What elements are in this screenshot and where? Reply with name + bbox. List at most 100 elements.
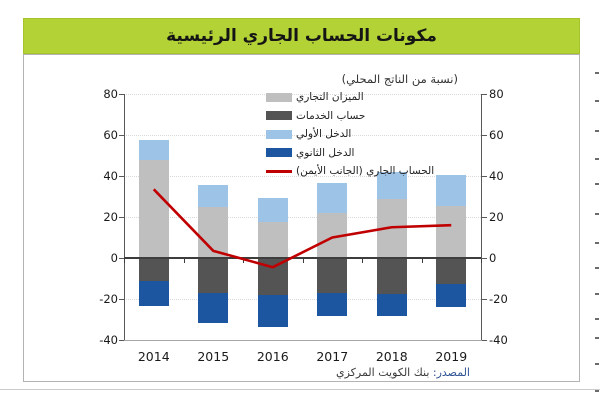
grid-line bbox=[124, 217, 481, 218]
y-axis-tick-left bbox=[119, 217, 124, 218]
edge-artifact-mark bbox=[595, 213, 599, 215]
y-axis-label-left: 80 bbox=[103, 87, 118, 101]
source-note: المصدر: بنك الكويت المركزي bbox=[270, 366, 470, 382]
bar-segment bbox=[317, 258, 348, 293]
grid-line bbox=[124, 299, 481, 300]
legend-swatch-icon bbox=[266, 111, 292, 121]
y-axis-label-left: 20 bbox=[103, 210, 118, 224]
source-label: المصدر: bbox=[432, 366, 470, 379]
chart-subtitle: (نسبة من الناتج المحلي) bbox=[341, 72, 458, 86]
bar-segment bbox=[436, 205, 467, 258]
bar-segment bbox=[436, 258, 467, 284]
chart-title: مكونات الحساب الجاري الرئيسية bbox=[166, 26, 437, 46]
legend-row: الحساب الجاري (الجانب الأيمن) bbox=[266, 162, 434, 181]
legend-label: الدخل الثانوي bbox=[296, 146, 355, 159]
legend-swatch-icon bbox=[266, 148, 292, 158]
edge-artifact-mark bbox=[595, 390, 599, 392]
edge-artifact-mark bbox=[595, 267, 599, 269]
legend-label: حساب الخدمات bbox=[296, 109, 366, 122]
legend-swatch-icon bbox=[266, 129, 292, 139]
x-axis-year-label: 2016 bbox=[256, 349, 289, 364]
y-axis-label-right: 80 bbox=[489, 87, 504, 101]
x-axis-year-label: 2015 bbox=[197, 349, 230, 364]
bar-segment bbox=[436, 174, 467, 206]
x-axis-year-label: 2018 bbox=[375, 349, 408, 364]
bar-segment bbox=[317, 212, 348, 258]
y-axis-label-left: 0 bbox=[110, 251, 118, 265]
legend-row: الدخل الثانوي bbox=[266, 144, 434, 163]
bar-segment bbox=[257, 258, 288, 295]
bar-segment bbox=[376, 293, 407, 317]
bar-segment bbox=[138, 280, 169, 307]
bar-segment bbox=[138, 159, 169, 258]
y-axis-tick-left bbox=[119, 94, 124, 95]
y-axis-label-right: 40 bbox=[489, 169, 504, 183]
y-axis-label-left: -40 bbox=[99, 333, 118, 347]
y-axis-label-right: 0 bbox=[489, 251, 497, 265]
bar-segment bbox=[198, 185, 229, 207]
y-axis-tick-right bbox=[482, 299, 487, 300]
edge-artifact-mark bbox=[595, 72, 599, 74]
y-axis-tick-right bbox=[482, 340, 487, 341]
edge-artifact-mark bbox=[595, 363, 599, 365]
y-axis-tick-right bbox=[482, 176, 487, 177]
category-tick bbox=[421, 259, 423, 263]
edge-artifact-mark bbox=[595, 242, 599, 244]
bar-segment bbox=[376, 198, 407, 258]
edge-artifact-mark bbox=[595, 318, 599, 320]
grid-line bbox=[124, 94, 481, 95]
x-axis-year-label: 2019 bbox=[435, 349, 468, 364]
legend-label: الدخل الأولي bbox=[296, 128, 352, 141]
bar-segment bbox=[198, 258, 229, 293]
y-axis-label-left: 40 bbox=[103, 169, 118, 183]
y-axis-tick-right bbox=[482, 94, 487, 95]
grid-line bbox=[124, 176, 481, 177]
bar-segment bbox=[257, 222, 288, 258]
bar-segment bbox=[198, 292, 229, 323]
category-tick bbox=[481, 259, 482, 263]
y-axis-label-right: -40 bbox=[489, 333, 508, 347]
edge-artifact-mark bbox=[595, 130, 599, 132]
legend-row: الميزان التجاري bbox=[266, 88, 434, 107]
chart-title-bar: مكونات الحساب الجاري الرئيسية bbox=[23, 18, 580, 54]
y-axis-tick-left bbox=[119, 299, 124, 300]
y-axis-label-left: -20 bbox=[99, 292, 118, 306]
bar-segment bbox=[317, 183, 348, 213]
y-axis-tick-right bbox=[482, 217, 487, 218]
bar-segment bbox=[257, 197, 288, 223]
legend-label: الميزان التجاري bbox=[296, 91, 364, 104]
bar-segment bbox=[198, 206, 229, 258]
y-axis-label-right: 60 bbox=[489, 128, 504, 142]
category-tick bbox=[302, 259, 304, 263]
bar-segment bbox=[138, 140, 169, 160]
category-tick bbox=[243, 259, 244, 263]
plot-bottom-line bbox=[124, 340, 482, 341]
bar-segment bbox=[138, 258, 169, 281]
edge-artifact-mark bbox=[595, 293, 599, 295]
page-bottom-rule bbox=[0, 389, 600, 390]
y-axis-tick-right bbox=[482, 135, 487, 136]
y-axis-tick-right bbox=[482, 258, 487, 259]
y-axis-tick-left bbox=[119, 135, 124, 136]
bar-segment bbox=[376, 258, 407, 294]
legend-row: حساب الخدمات bbox=[266, 107, 434, 126]
x-axis-year-label: 2017 bbox=[316, 349, 349, 364]
legend-swatch-icon bbox=[266, 169, 292, 173]
y-axis-label-right: -20 bbox=[489, 292, 508, 306]
x-axis-year-label: 2014 bbox=[137, 349, 170, 364]
bar-segment bbox=[317, 292, 348, 317]
y-axis-tick-left bbox=[119, 258, 124, 259]
chart-legend: الميزان التجاري حساب الخدمات الدخل الأولي ا… bbox=[266, 88, 434, 181]
bar-segment bbox=[257, 294, 288, 327]
grid-line bbox=[124, 135, 481, 136]
y-axis-label-left: 60 bbox=[103, 128, 118, 142]
y-axis-line-left bbox=[124, 94, 125, 341]
y-axis-line-right bbox=[481, 94, 482, 341]
category-tick bbox=[183, 259, 185, 263]
y-axis-tick-left bbox=[119, 176, 124, 177]
edge-artifact-mark bbox=[595, 100, 599, 102]
legend-label: الحساب الجاري (الجانب الأيمن) bbox=[296, 165, 435, 178]
bar-segment bbox=[436, 283, 467, 308]
legend-row: الدخل الأولي bbox=[266, 125, 434, 144]
